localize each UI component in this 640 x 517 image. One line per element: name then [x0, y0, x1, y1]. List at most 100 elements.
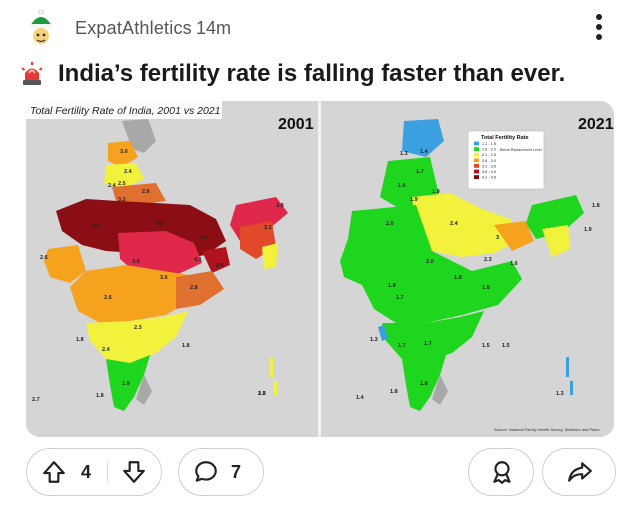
- value-2021: 1.8: [420, 381, 428, 387]
- value-2021: 1.8: [454, 275, 462, 281]
- value-2021: 2.4: [450, 221, 459, 227]
- share-icon: [568, 462, 592, 482]
- value-2001: 1.8: [182, 343, 190, 349]
- upvote-count: 4: [81, 462, 92, 482]
- post-image[interactable]: 2001 Total Fertility Rate of India, 2001…: [26, 101, 614, 437]
- map-2021-values: 1.3 1.4 1.7 1.6 1.9 1.9 2.0 2.4 3 1.8 1.…: [356, 149, 600, 401]
- value-2021: 2.0: [386, 221, 394, 227]
- year-2021-label: 2021: [578, 116, 614, 133]
- value-2021: 1.7: [424, 341, 432, 347]
- value-2001: 2.6: [216, 263, 224, 269]
- legend-swatch: [474, 141, 479, 146]
- value-2001: 4.1: [194, 257, 202, 263]
- value-2021: 1.5: [482, 343, 490, 349]
- action-bar: 4 7: [26, 448, 616, 498]
- post-header: ExpatAthletics 14m: [0, 0, 640, 54]
- value-2001: 2.5: [118, 181, 126, 187]
- value-2021: 2.0: [426, 259, 434, 265]
- post-title[interactable]: India’s fertility rate is falling faster…: [58, 60, 566, 87]
- map-caption: Total Fertility Rate of India, 2001 vs 2…: [30, 105, 220, 117]
- value-2001: 1.8: [258, 391, 266, 397]
- vote-pill: 4: [26, 448, 162, 496]
- legend-label: 3.6 - 4.0: [482, 170, 496, 174]
- map-2001: [44, 119, 288, 411]
- value-2021: 1.4: [356, 395, 365, 401]
- legend-label: 2.6 - 3.0: [482, 159, 496, 163]
- award-button[interactable]: [468, 448, 534, 496]
- value-2001: 1.9: [122, 381, 130, 387]
- value-2001: 2.4: [124, 169, 133, 175]
- share-button[interactable]: [542, 448, 616, 496]
- value-2021: 1.9: [584, 227, 592, 233]
- value-2001: 2.6: [142, 189, 150, 195]
- legend-swatch: [474, 169, 479, 174]
- value-2001: 2.4: [102, 347, 111, 353]
- value-2021: 1.3: [370, 337, 378, 343]
- value-2001: 3.0: [120, 149, 128, 155]
- value-2001: 2.8: [190, 285, 198, 291]
- legend-note: Below Replacement Level: [500, 148, 542, 152]
- award-icon: [493, 461, 511, 484]
- author-name[interactable]: ExpatAthletics: [75, 18, 192, 38]
- legend-swatch: [474, 147, 479, 151]
- value-2001: 2.6: [40, 255, 48, 261]
- legend-label: 2.1 - 2.5: [482, 153, 496, 157]
- value-2021: 1.9: [432, 189, 440, 195]
- value-2021: 1.8: [592, 203, 600, 209]
- avatar[interactable]: [26, 10, 56, 48]
- value-2021: 1.7: [398, 343, 406, 349]
- legend-title: Total Fertility Rate: [481, 135, 529, 141]
- value-2021: 1.8: [482, 285, 490, 291]
- value-2001: 2.4: [108, 183, 117, 189]
- islands-2001: [270, 357, 277, 395]
- value-2001: 4.2: [92, 223, 100, 229]
- value-2001: 3.2: [118, 197, 126, 203]
- value-2021: 1.9: [410, 197, 418, 203]
- value-2001: 2.7: [32, 397, 40, 403]
- map-legend: Total Fertility Rate 1.1 - 1.51.6 - 2.02…: [467, 130, 545, 190]
- value-2001: 3.8: [276, 203, 284, 209]
- value-2001: 2.3: [258, 391, 266, 397]
- fertility-map-image: 2001 Total Fertility Rate of India, 2001…: [26, 101, 614, 437]
- value-2021: 1.7: [416, 169, 424, 175]
- comment-icon: [195, 461, 217, 482]
- value-2021: 1.9: [388, 283, 396, 289]
- value-2021: 3: [496, 235, 499, 241]
- upvote-icon[interactable]: [41, 459, 67, 485]
- comment-button[interactable]: 7: [178, 448, 264, 496]
- comment-count: 7: [231, 462, 242, 482]
- map-2001-values: 3.0 2.4 2.4 2.5 2.6 3.2 4.2 4.4 4.5 3.8 …: [32, 149, 284, 403]
- value-2021: 1.4: [420, 149, 429, 155]
- map-source: Source: National Family Health Survey, S…: [494, 427, 600, 432]
- downvote-icon[interactable]: [121, 459, 147, 485]
- vote-divider: [107, 461, 108, 483]
- value-2001: 3.9: [132, 259, 140, 265]
- value-2001: 3.6: [160, 275, 168, 281]
- value-2001: 1.8: [76, 337, 84, 343]
- map-2021: [340, 119, 584, 411]
- year-2001-label: 2001: [278, 116, 314, 133]
- legend-swatch: [474, 158, 479, 163]
- value-2021: 1.3: [556, 391, 564, 397]
- legend-label: 1.6 - 2.0: [482, 148, 496, 152]
- post-time: 14m: [196, 18, 232, 38]
- more-options-icon[interactable]: [590, 14, 608, 44]
- value-2021: 1.7: [396, 295, 404, 301]
- value-2001: 2.6: [104, 295, 112, 301]
- value-2021: 2.3: [484, 257, 492, 263]
- value-2001: 4.5: [200, 235, 208, 241]
- islands-2021: [566, 357, 573, 395]
- siren-icon: [21, 62, 43, 85]
- legend-swatch: [474, 164, 479, 168]
- legend-label: 3.1 - 3.5: [482, 164, 496, 168]
- value-2001: 2.3: [134, 325, 142, 331]
- value-2001: 3.2: [264, 225, 272, 231]
- value-2021: 1.3: [400, 151, 408, 157]
- legend-swatch: [474, 152, 479, 157]
- value-2021: 1.6: [510, 261, 518, 267]
- legend-swatch: [474, 175, 479, 179]
- value-2021: 1.5: [502, 343, 510, 349]
- value-2001: 4.4: [156, 221, 165, 227]
- value-2001: 1.8: [96, 393, 104, 399]
- value-2021: 1.8: [390, 389, 398, 395]
